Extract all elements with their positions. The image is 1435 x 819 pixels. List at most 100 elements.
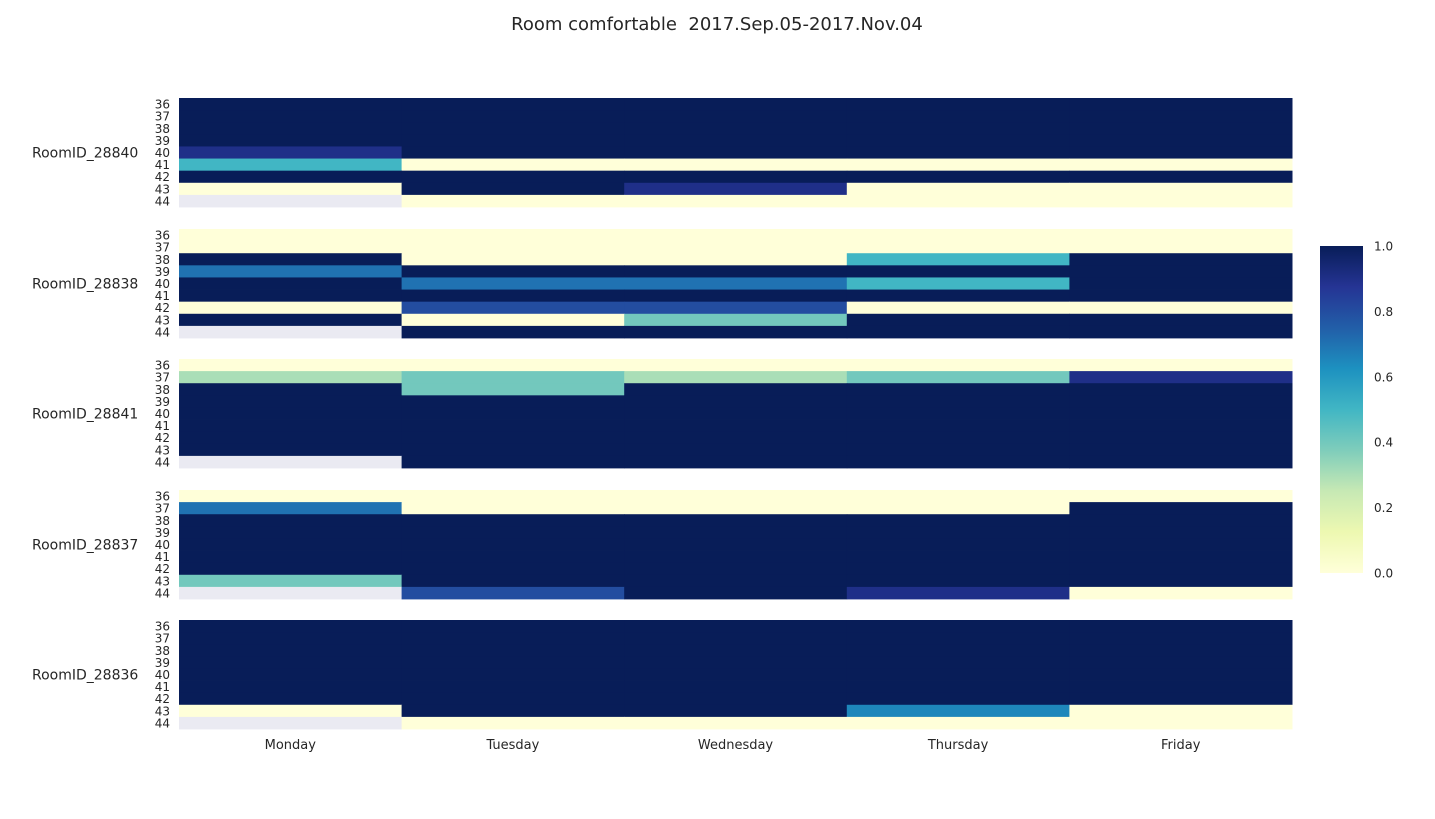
heatmap-cell [624,514,848,527]
y-tick-label: 41 [155,550,170,564]
y-tick-label: 39 [155,134,170,148]
y-tick-label: 38 [155,383,170,397]
heatmap-cell [1069,313,1293,327]
heatmap-cell [1069,359,1293,372]
y-tick-label: 37 [155,241,170,255]
heatmap-cell [179,265,403,278]
heatmap-cell [401,383,625,396]
heatmap-cell [624,241,848,254]
heatmap-cell [846,313,1070,327]
heatmap-cell [846,431,1070,445]
heatmap-cell [179,680,403,694]
heatmap-cell [401,514,625,527]
y-tick-label: 40 [155,277,170,291]
heatmap-cell [624,692,848,706]
heatmap-cell [846,277,1070,290]
y-tick-label: 40 [155,668,170,682]
heatmap-cell [179,325,403,339]
room-label: RoomID_28836 [32,668,138,684]
heatmap-cell [1069,158,1293,172]
heatmap-cell [624,301,848,315]
heatmap-cell [401,586,625,600]
heatmap-cell [846,407,1070,420]
heatmap-cell [1069,229,1293,242]
heatmap-cell [401,455,625,469]
heatmap-cell [179,455,403,469]
colorbar-tick-label: 0.8 [1374,305,1393,319]
heatmap-cell [401,490,625,503]
heatmap-cell [1069,98,1293,111]
heatmap-cell [1069,514,1293,527]
heatmap-cell [401,110,625,123]
y-tick-label: 42 [155,170,170,184]
heatmap-cell [179,359,403,372]
heatmap-cell [179,668,403,681]
heatmap-cell [179,134,403,147]
heatmap-cell [1069,194,1293,208]
heatmap-cell [401,419,625,433]
heatmap-cell [179,620,403,633]
heatmap-cell [624,490,848,503]
heatmap-cell [846,716,1070,730]
heatmap-cell [179,550,403,564]
y-tick-label: 39 [155,656,170,670]
heatmap-cell [624,668,848,681]
y-tick-label: 36 [155,490,170,504]
heatmap-cell [1069,526,1293,539]
heatmap-cell [846,110,1070,123]
y-tick-label: 44 [155,325,170,339]
heatmap-cell [401,265,625,278]
heatmap-cell [179,371,403,384]
colorbar: 0.0 0.2 0.4 0.6 0.8 1.0 [1320,240,1393,581]
heatmap-cell [846,289,1070,303]
heatmap-cell [846,134,1070,147]
heatmap-cell [624,562,848,576]
heatmap-cell [846,325,1070,339]
heatmap-cell [179,289,403,303]
y-tick-label: 42 [155,692,170,706]
heatmap-cell [401,194,625,208]
heatmap-cell [179,253,403,266]
heatmap-cell [401,301,625,315]
y-tick-label: 39 [155,526,170,540]
heatmap-cell [1069,431,1293,445]
heatmap-cell [179,656,403,669]
heatmap-cell [846,680,1070,694]
heatmap-cell [1069,134,1293,147]
heatmap-cell [624,550,848,564]
y-tick-label: 36 [155,359,170,373]
heatmap-cell [1069,170,1293,184]
heatmap-cell [401,158,625,172]
heatmap-cell [846,229,1070,242]
colorbar-tick-label: 0.6 [1374,370,1393,384]
y-tick-label: 38 [155,122,170,136]
heatmap-cell [1069,574,1293,588]
heatmap-cell [179,301,403,315]
heatmap-cell [179,538,403,551]
heatmap-cell [179,632,403,645]
heatmap-cell [401,632,625,645]
heatmap-cell [179,146,403,159]
heatmap-cell [624,98,848,111]
y-tick-label: 41 [155,680,170,694]
heatmap-cell [624,289,848,303]
y-tick-label: 44 [155,455,170,469]
heatmap-cell [624,538,848,551]
heatmap-cell [1069,586,1293,600]
heatmap-cell [624,194,848,208]
heatmap-cell [624,526,848,539]
heatmap-cell [846,550,1070,564]
heatmap-cell [624,680,848,694]
y-tick-label: 37 [155,502,170,516]
heatmap-cell [846,98,1070,111]
heatmap-cell [1069,182,1293,196]
heatmap-cell [1069,490,1293,503]
colorbar-tick-label: 0.0 [1374,567,1393,581]
heatmap-cell [401,359,625,372]
heatmap-cell [624,656,848,669]
colorbar-gradient [1320,246,1363,573]
